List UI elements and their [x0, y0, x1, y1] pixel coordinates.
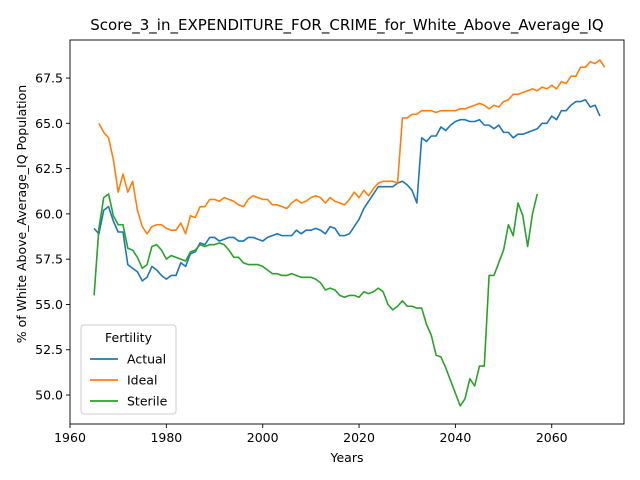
legend-label-actual: Actual — [127, 352, 166, 367]
axes-frame — [69, 39, 625, 425]
series-line-sterile — [93, 193, 539, 407]
legend-title: Fertility — [105, 330, 153, 345]
legend-box — [80, 324, 177, 415]
plot-area: 1960 1980 2000 2020 2040 2060 50.0 52.5 55.0 57.5… — [35, 39, 625, 445]
x-tick-label-1980: 1980 — [150, 430, 182, 445]
y-tick-label-2: 55.0 — [35, 297, 63, 312]
y-tick-label-7: 67.5 — [35, 71, 63, 86]
x-tick-label-1960: 1960 — [54, 430, 86, 445]
y-tick-label-5: 62.5 — [35, 161, 63, 176]
x-axis-label: Years — [330, 450, 364, 465]
y-tick-label-0: 50.0 — [35, 388, 63, 403]
x-tick-label-2000: 2000 — [247, 430, 279, 445]
legend-label-sterile: Sterile — [127, 394, 168, 409]
y-tick-label-1: 52.5 — [35, 342, 63, 357]
legend: Fertility Actual Ideal Sterile — [80, 324, 177, 415]
y-tick-label-4: 60.0 — [35, 206, 63, 221]
legend-label-ideal: Ideal — [127, 373, 157, 388]
series-line-ideal — [98, 59, 606, 235]
y-tick-label-6: 65.0 — [35, 116, 63, 131]
chart-title: Score_3_in_EXPENDITURE_FOR_CRIME_for_Whi… — [90, 16, 603, 35]
x-tick-label-2040: 2040 — [439, 430, 471, 445]
x-tick-label-2060: 2060 — [536, 430, 568, 445]
y-axis-label: % of White Above_Average_IQ Population — [14, 85, 29, 343]
y-tick-label-3: 57.5 — [35, 252, 63, 267]
x-tick-label-2020: 2020 — [343, 430, 375, 445]
series-line-actual — [93, 98, 601, 282]
